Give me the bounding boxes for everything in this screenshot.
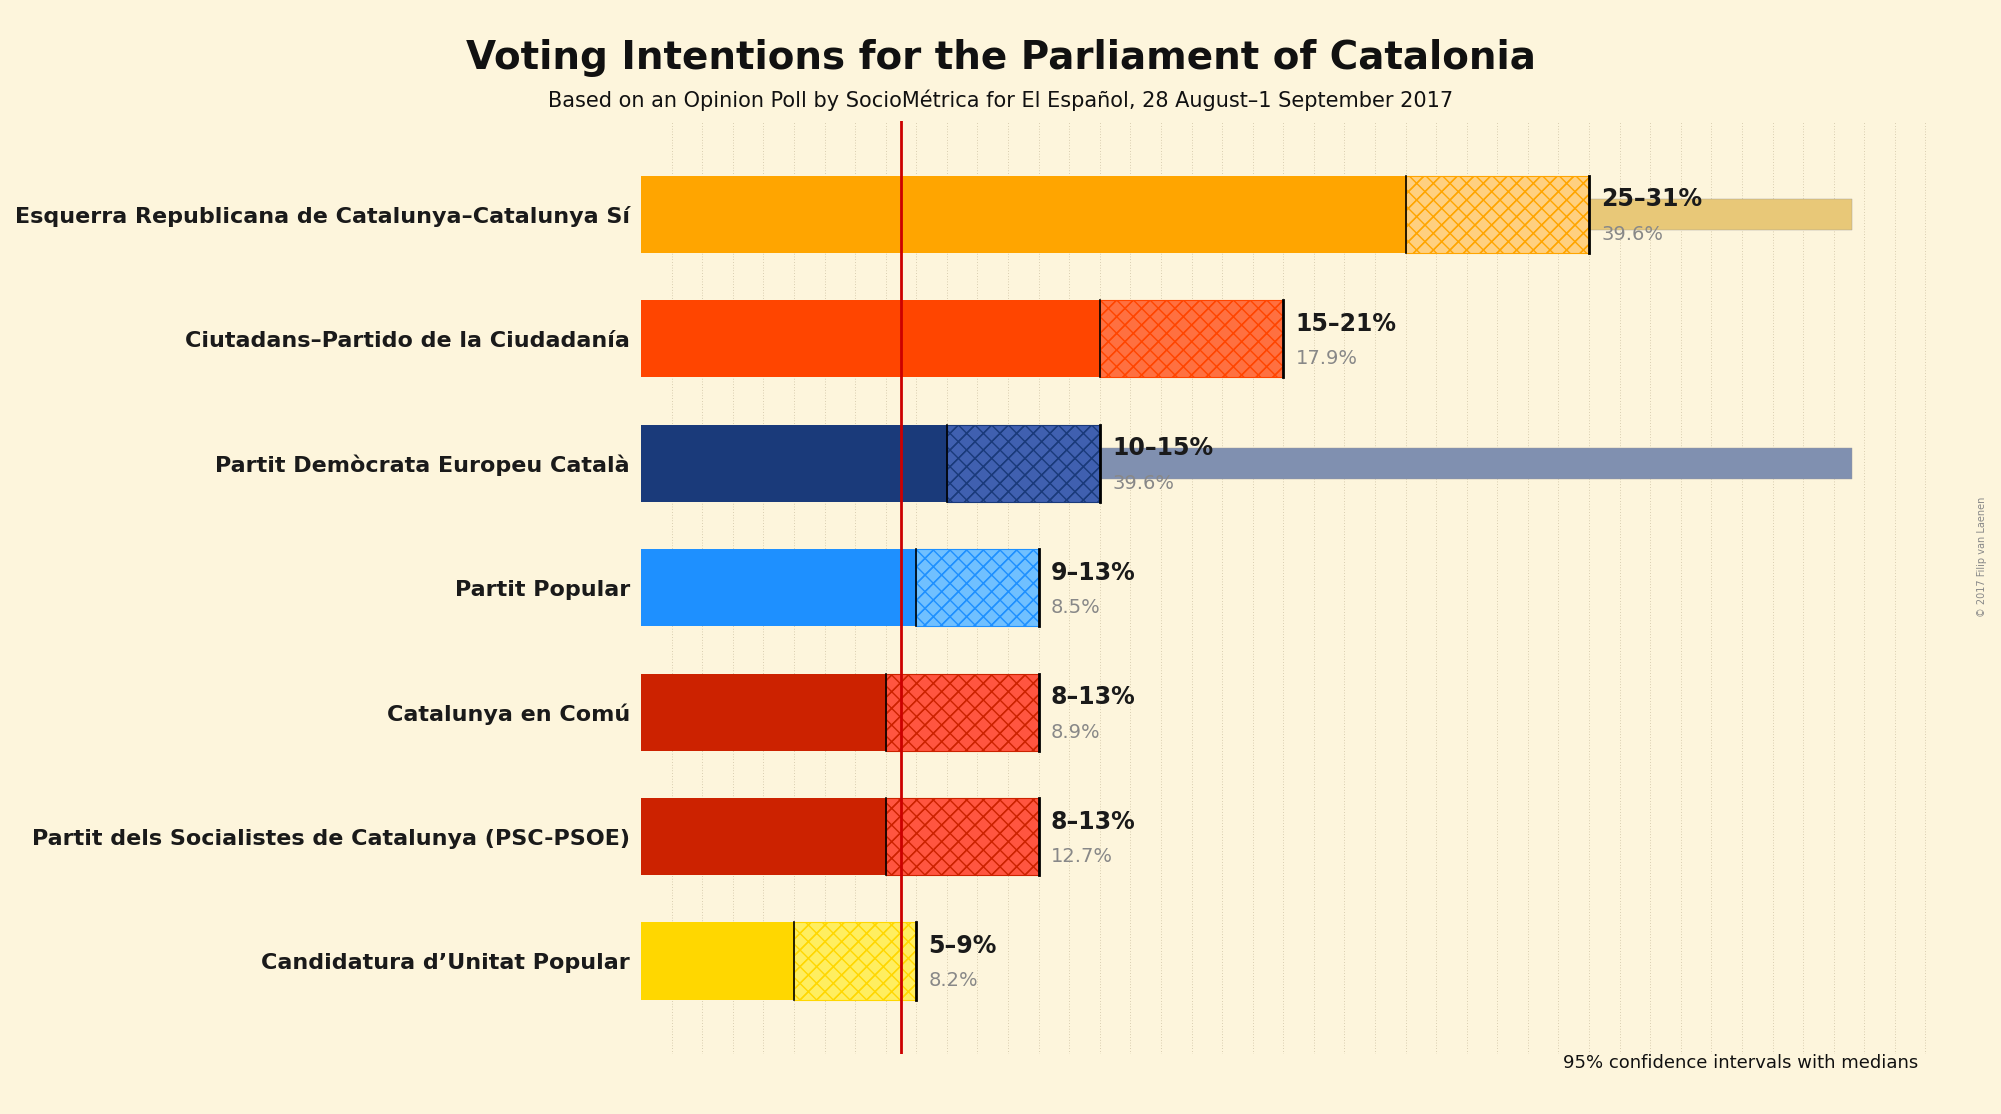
Text: 25–31%: 25–31% (1601, 187, 1703, 212)
Bar (794, 922, 916, 999)
Text: 8.5%: 8.5% (1051, 598, 1101, 617)
Bar (640, 946, 892, 977)
Bar (886, 798, 1039, 876)
Bar (640, 198, 1853, 229)
Text: © 2017 Filip van Laenen: © 2017 Filip van Laenen (1977, 497, 1987, 617)
Bar (640, 424, 946, 501)
Text: 12.7%: 12.7% (1051, 847, 1113, 866)
Bar (916, 549, 1039, 626)
Text: 8.2%: 8.2% (928, 971, 978, 990)
Text: 15–21%: 15–21% (1295, 312, 1397, 335)
Bar (640, 300, 1101, 378)
Bar (1101, 300, 1283, 378)
Bar (1101, 300, 1283, 378)
Text: 9–13%: 9–13% (1051, 560, 1137, 585)
Text: 8–13%: 8–13% (1051, 685, 1137, 710)
Bar (640, 176, 1405, 253)
Text: 17.9%: 17.9% (1295, 349, 1357, 368)
Bar (946, 424, 1101, 501)
Bar (794, 922, 916, 999)
Bar (886, 798, 1039, 876)
Text: 39.6%: 39.6% (1113, 473, 1175, 492)
Bar (640, 323, 1189, 354)
Bar (1405, 176, 1589, 253)
Text: 39.6%: 39.6% (1601, 225, 1663, 244)
Bar (1405, 176, 1589, 253)
Text: 95% confidence intervals with medians: 95% confidence intervals with medians (1563, 1054, 1919, 1072)
Text: 8–13%: 8–13% (1051, 810, 1137, 833)
Bar (640, 448, 1853, 479)
Text: 5–9%: 5–9% (928, 935, 996, 958)
Bar (640, 821, 1029, 852)
Bar (886, 674, 1039, 751)
Text: 10–15%: 10–15% (1113, 437, 1213, 460)
Bar (946, 424, 1101, 501)
Bar (640, 696, 912, 727)
Bar (916, 549, 1039, 626)
Bar (640, 674, 886, 751)
Text: 8.9%: 8.9% (1051, 723, 1101, 742)
Bar (640, 798, 886, 876)
Bar (640, 573, 900, 603)
Bar (886, 674, 1039, 751)
Text: Based on an Opinion Poll by SocioMétrica for El Español, 28 August–1 September 2: Based on an Opinion Poll by SocioMétrica… (548, 89, 1453, 110)
Text: Voting Intentions for the Parliament of Catalonia: Voting Intentions for the Parliament of … (466, 39, 1535, 77)
Bar (640, 549, 916, 626)
Bar (640, 922, 794, 999)
